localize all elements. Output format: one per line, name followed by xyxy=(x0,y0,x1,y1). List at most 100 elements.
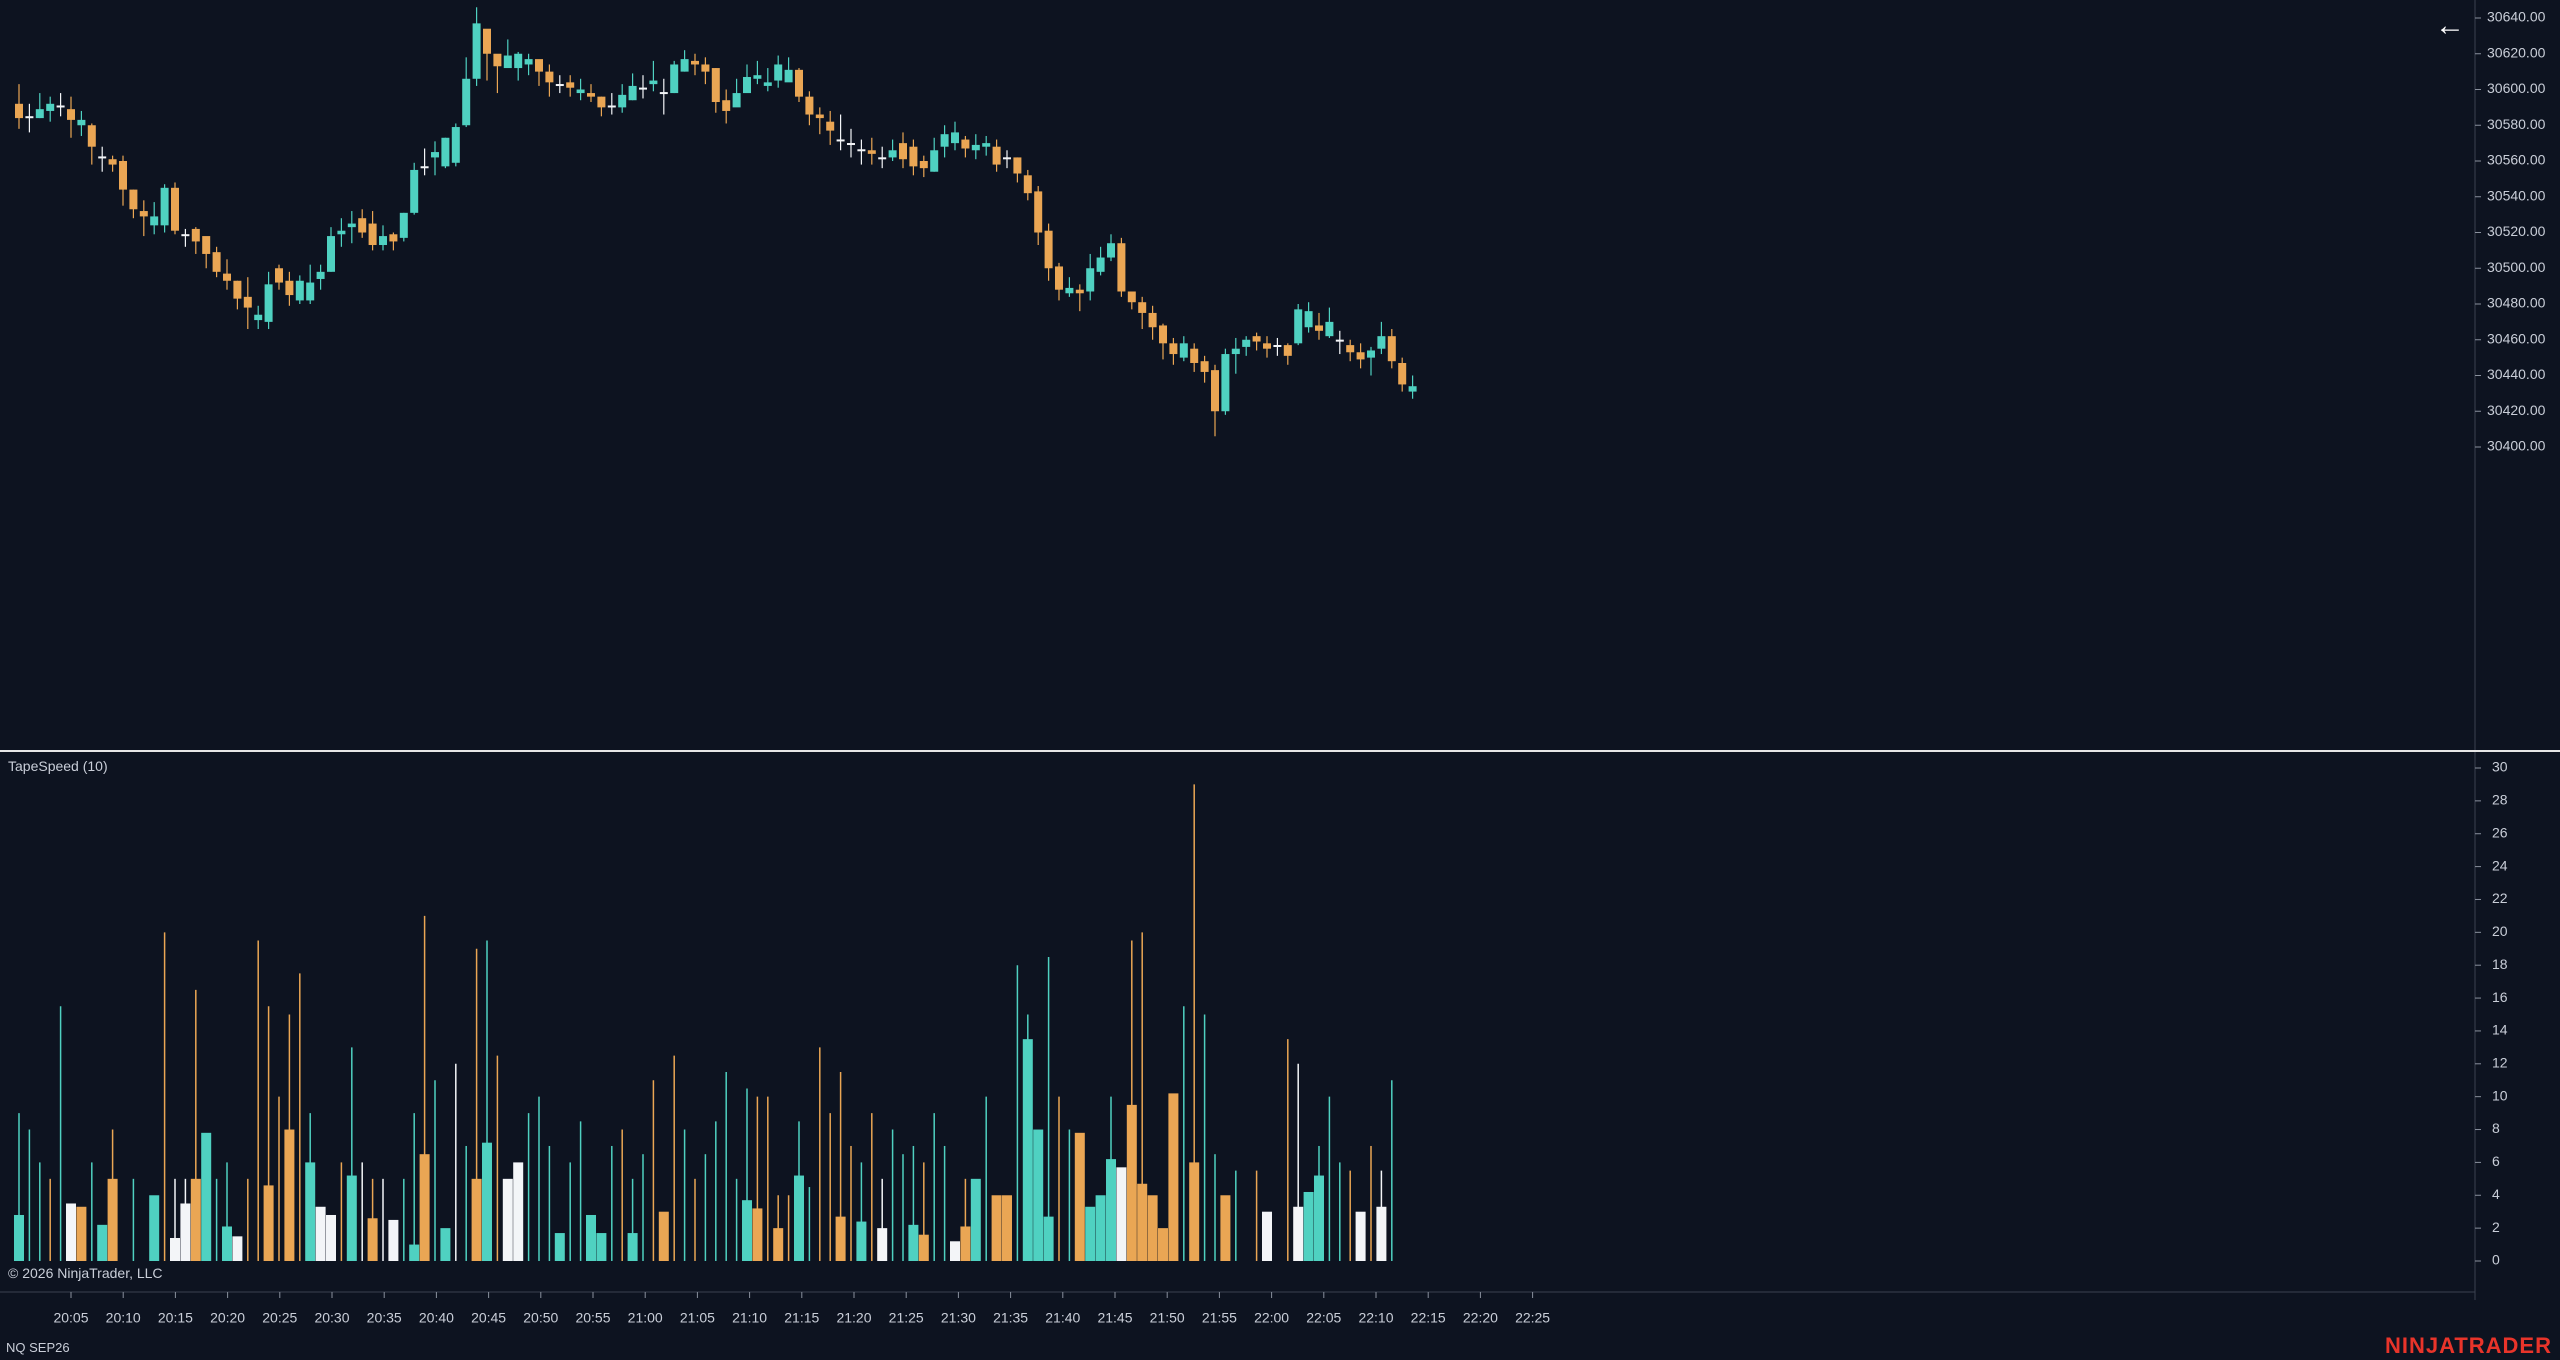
tapespeed-bar xyxy=(97,1224,108,1261)
brand-logo: NINJATRADER xyxy=(2384,1333,2552,1358)
price-tick-label: 30520.00 xyxy=(2487,223,2546,239)
tapespeed-bar xyxy=(596,1233,607,1261)
price-tick-label: 30460.00 xyxy=(2487,330,2546,346)
candle-body xyxy=(888,150,897,158)
tapespeed-bar xyxy=(367,1218,378,1261)
candle-body xyxy=(597,96,606,108)
back-button[interactable]: ← xyxy=(2434,10,2466,42)
tapespeed-bar xyxy=(1033,1129,1044,1261)
tapespeed-bar xyxy=(794,1175,804,1261)
tapespeed-bar xyxy=(149,1195,160,1261)
candle-body xyxy=(1023,175,1032,194)
tapespeed-bar xyxy=(554,1233,565,1261)
tapespeed-tick-label: 4 xyxy=(2492,1186,2500,1202)
price-tick-label: 30640.00 xyxy=(2487,9,2546,25)
candle-body xyxy=(347,223,356,228)
tapespeed-bar xyxy=(1220,1195,1231,1261)
candle-body xyxy=(1200,361,1209,372)
price-tick-label: 30480.00 xyxy=(2487,295,2546,311)
candle-body xyxy=(587,93,595,97)
tapespeed-tick-label: 10 xyxy=(2492,1087,2508,1103)
candle-body xyxy=(815,114,824,119)
candle-body xyxy=(732,93,741,108)
candle-body xyxy=(639,87,647,90)
candle-body xyxy=(1283,345,1292,356)
candle-body xyxy=(1013,157,1022,174)
candle-body xyxy=(1179,343,1188,358)
tapespeed-tick-label: 16 xyxy=(2492,989,2508,1005)
candle-body xyxy=(1086,268,1095,292)
time-tick-label: 22:15 xyxy=(1411,1310,1446,1326)
candle-body xyxy=(223,273,231,281)
tapespeed-bar xyxy=(742,1200,752,1261)
candle-body xyxy=(836,139,845,142)
candle-body xyxy=(503,55,512,69)
candle-body xyxy=(618,94,627,108)
candle-body xyxy=(691,60,699,65)
tapespeed-bar xyxy=(190,1178,201,1261)
time-tick-label: 20:25 xyxy=(262,1310,297,1326)
price-tick-label: 30540.00 xyxy=(2487,187,2546,203)
price-tick-label: 30580.00 xyxy=(2487,116,2546,132)
tapespeed-bar xyxy=(513,1162,524,1261)
tapespeed-bar xyxy=(315,1206,326,1261)
candle-body xyxy=(1335,339,1344,342)
tapespeed-bar xyxy=(877,1228,888,1261)
tapespeed-bar xyxy=(1355,1211,1366,1261)
candle-body xyxy=(171,187,179,231)
candle-body xyxy=(795,69,803,97)
candle-body xyxy=(1273,345,1282,348)
tapespeed-bar xyxy=(440,1228,451,1261)
candle-body xyxy=(919,161,928,169)
candle-body xyxy=(992,146,1001,165)
candle-body xyxy=(1065,287,1074,294)
candle-body xyxy=(295,280,304,301)
candle-body xyxy=(1221,354,1230,412)
candle-body xyxy=(1117,243,1126,292)
candle-body xyxy=(1315,325,1323,331)
tapespeed-bar xyxy=(856,1221,867,1261)
tapespeed-bar xyxy=(1189,1162,1200,1261)
candle-body xyxy=(119,161,127,190)
tapespeed-tick-label: 20 xyxy=(2492,923,2508,939)
time-tick-label: 20:15 xyxy=(158,1310,193,1326)
candle-body xyxy=(451,127,460,163)
candle-body xyxy=(524,59,533,65)
candle-body xyxy=(1034,191,1043,233)
time-tick-label: 22:25 xyxy=(1515,1310,1550,1326)
candle-body xyxy=(1387,336,1396,362)
tapespeed-tick-label: 24 xyxy=(2492,857,2508,873)
price-tick-label: 30420.00 xyxy=(2487,402,2546,418)
tapespeed-bar xyxy=(1137,1183,1148,1261)
tapespeed-bar xyxy=(305,1162,316,1261)
tapespeed-bar xyxy=(1116,1167,1127,1261)
tapespeed-bar xyxy=(201,1132,212,1261)
candle-body xyxy=(306,282,315,301)
candle-body xyxy=(857,149,866,152)
candle-body xyxy=(930,150,939,172)
candle-body xyxy=(1356,352,1365,360)
candle-body xyxy=(1075,289,1084,294)
candle-body xyxy=(826,121,835,131)
tapespeed-bar xyxy=(991,1195,1002,1261)
tapespeed-bar xyxy=(76,1206,87,1261)
candle-body xyxy=(56,105,65,108)
tapespeed-bar xyxy=(232,1236,243,1261)
tapespeed-bar xyxy=(1293,1206,1304,1261)
tapespeed-bar xyxy=(1314,1175,1324,1261)
candle-body xyxy=(493,53,502,67)
arrow-left-icon: ← xyxy=(2435,9,2465,42)
candle-body xyxy=(566,82,575,88)
tapespeed-bar xyxy=(482,1142,492,1261)
candle-body xyxy=(701,64,710,72)
candle-body xyxy=(1346,345,1355,353)
candle-body xyxy=(181,234,190,237)
time-tick-label: 20:05 xyxy=(53,1310,88,1326)
candle-body xyxy=(628,85,637,101)
candle-body xyxy=(1148,312,1157,328)
candle-body xyxy=(108,159,117,165)
candle-body xyxy=(98,156,107,159)
candle-body xyxy=(555,84,564,87)
tapespeed-bar xyxy=(918,1234,929,1261)
